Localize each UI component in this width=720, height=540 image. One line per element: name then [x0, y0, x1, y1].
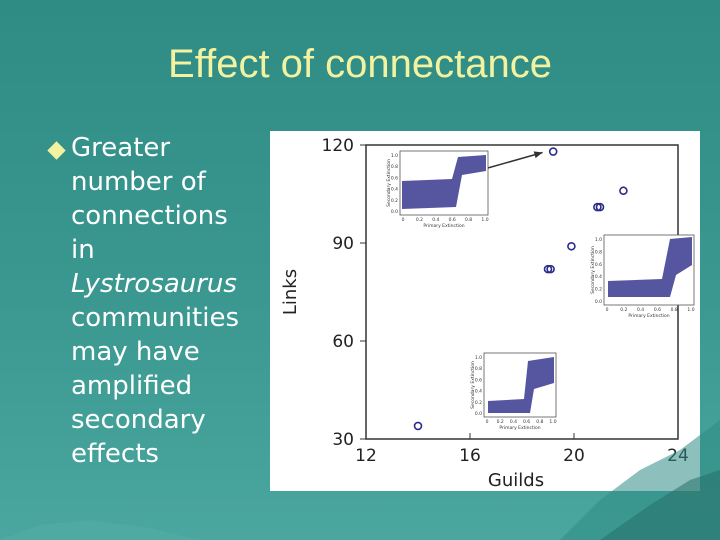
- inset-y-label: Secondary Extinction: [470, 361, 476, 409]
- inset-y-tick-label: 0.0: [475, 411, 482, 417]
- inset-y-tick-label: 0.4: [391, 187, 398, 193]
- data-point: [567, 241, 576, 251]
- inset-y-tick-label: 0.2: [475, 400, 482, 406]
- inset-y-tick-label: 1.0: [595, 237, 602, 243]
- inset-y-tick-label: 0.6: [475, 377, 482, 383]
- bullet-line: connections: [71, 201, 228, 231]
- inset-y-tick-label: 0.0: [391, 209, 398, 215]
- annotation-arrow: [487, 151, 543, 169]
- bullet-line: secondary: [71, 405, 206, 435]
- bullet-line: communities: [71, 303, 239, 333]
- x-tick-label: 16: [459, 446, 481, 466]
- inset-x-tick-label: 0.6: [654, 307, 661, 313]
- data-point: [543, 264, 553, 274]
- inset-y-tick-label: 1.0: [391, 153, 398, 159]
- inset-x-tick-label: 0: [402, 217, 405, 223]
- data-point: [413, 421, 423, 431]
- inset-y-tick-label: 1.0: [475, 355, 482, 361]
- bullet-line: may have: [71, 337, 200, 367]
- inset-x-tick-label: 0: [486, 419, 489, 425]
- data-point: [619, 186, 628, 196]
- inset-x-tick-label: 1.0: [549, 419, 556, 425]
- inset-x-tick-label: 0.2: [620, 307, 627, 313]
- scatter-chart: 12 16 20 24 30 60 90 120 Guilds Links 1.0 0.8 0.6 0.4…: [280, 136, 695, 491]
- y-axis-label: Links: [280, 269, 301, 315]
- inset-x-label: Primary Extinction: [423, 223, 464, 229]
- inset-y-label: Secondary Extinction: [590, 246, 596, 294]
- bullet-text: Greater number of connections in Lystros…: [71, 131, 271, 471]
- inset-y-tick-label: 0.4: [475, 389, 482, 395]
- bullet-line-italic: Lystrosaurus: [71, 269, 237, 299]
- inset-y-tick-label: 0.2: [391, 198, 398, 204]
- inset-y-tick-label: 0.4: [595, 274, 602, 280]
- chart-panel: 12 16 20 24 30 60 90 120 Guilds Links 1.0 0.8 0.6 0.4…: [270, 131, 700, 491]
- inset-x-tick-label: 0.6: [523, 419, 530, 425]
- y-tick-label: 60: [332, 332, 354, 352]
- inset-point-cloud: [488, 357, 554, 413]
- inset-x-tick-label: 0: [606, 307, 609, 313]
- inset-y-tick-label: 0.8: [391, 164, 398, 170]
- x-tick-label: 12: [355, 446, 377, 466]
- inset-x-tick-label: 0.6: [449, 217, 456, 223]
- inset-x-tick-label: 0.4: [432, 217, 439, 223]
- slide-title: Effect of connectance: [168, 42, 552, 86]
- bullet-line: effects: [71, 439, 159, 469]
- inset-y-tick-label: 0.0: [595, 299, 602, 305]
- data-point: [548, 147, 558, 156]
- inset-x-tick-label: 1.0: [687, 307, 694, 313]
- annotation-arrowhead: [533, 151, 543, 159]
- inset-x-label: Primary Extinction: [499, 425, 540, 431]
- y-tick-label: 30: [332, 430, 354, 450]
- inset-x-tick-label: 0.2: [497, 419, 504, 425]
- y-tick-label: 120: [322, 136, 354, 156]
- diamond-bullet-icon: [47, 141, 66, 160]
- bullet-line: number of: [71, 167, 206, 197]
- data-point: [593, 202, 602, 212]
- x-tick-label: 20: [563, 446, 585, 466]
- inset-y-tick-label: 0.8: [475, 366, 482, 372]
- data-point: [546, 264, 555, 274]
- inset-y-tick-label: 0.8: [595, 249, 602, 255]
- inset-x-tick-label: 0.4: [637, 307, 644, 313]
- bullet-line: in: [71, 235, 95, 265]
- inset-y-tick-label: 0.2: [595, 287, 602, 293]
- inset-y-label: Secondary Extinction: [386, 159, 392, 207]
- inset-point-cloud: [402, 155, 486, 209]
- inset-x-tick-label: 0.8: [671, 307, 678, 313]
- x-axis-label: Guilds: [488, 470, 544, 491]
- inset-x-tick-label: 0.4: [510, 419, 517, 425]
- bullet-line: amplified: [71, 371, 193, 401]
- inset-x-tick-label: 0.8: [536, 419, 543, 425]
- inset-x-label: Primary Extinction: [628, 313, 669, 319]
- inset-y-tick-label: 0.6: [595, 262, 602, 268]
- inset-x-tick-label: 1.0: [481, 217, 488, 223]
- inset-point-cloud: [608, 237, 692, 297]
- x-tick-label: 24: [667, 446, 689, 466]
- inset-x-tick-label: 0.2: [416, 217, 423, 223]
- data-point: [595, 202, 605, 212]
- y-tick-label: 90: [332, 234, 354, 254]
- bullet-line: Greater: [71, 133, 171, 163]
- inset-x-tick-label: 0.8: [465, 217, 472, 223]
- inset-y-tick-label: 0.6: [391, 175, 398, 181]
